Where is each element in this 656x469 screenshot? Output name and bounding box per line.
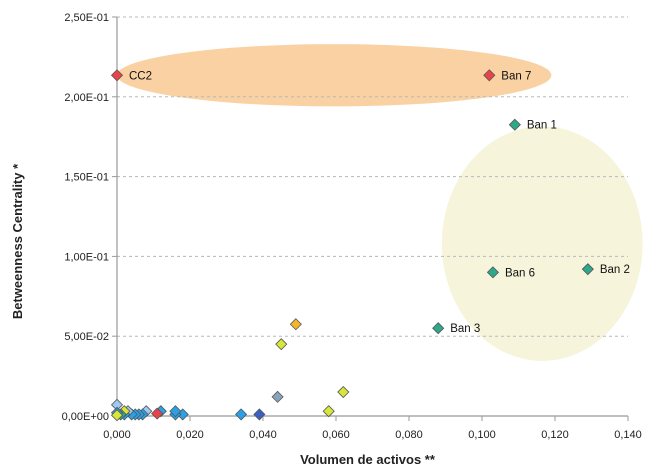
x-tick-label: 0,020	[176, 429, 204, 441]
highlight-ellipse-1	[116, 44, 552, 107]
y-axis-title: Betweenness Centrality *	[10, 163, 25, 319]
data-point	[110, 69, 124, 82]
x-tick-label: 0,060	[322, 429, 350, 441]
y-tick-label: 2,50E-01	[64, 12, 109, 24]
data-point	[253, 408, 266, 421]
y-tick-label: 5,00E-02	[64, 331, 109, 343]
data-point	[235, 408, 248, 421]
gridlines	[117, 16, 628, 337]
x-tick-label: 0,140	[614, 429, 642, 441]
point-label: CC2	[129, 70, 152, 82]
y-tick-label: 2,00E-01	[64, 92, 109, 104]
point-label: Ban 1	[527, 120, 557, 132]
data-point	[275, 338, 288, 351]
y-tick-label: 0,00E+00	[62, 411, 109, 423]
highlight-regions	[116, 44, 643, 361]
point-label: Ban 6	[505, 267, 535, 279]
data-point	[432, 322, 445, 335]
x-axis-title: Volumen de activos **	[300, 452, 436, 467]
x-tick-label: 0,000	[103, 429, 131, 441]
y-tick-label: 1,00E-01	[64, 251, 109, 263]
x-tick-label: 0,080	[395, 429, 423, 441]
data-point	[110, 409, 124, 422]
data-point	[271, 390, 284, 403]
data-point	[508, 118, 521, 131]
x-tick-label: 0,120	[541, 429, 569, 441]
data-point	[289, 318, 302, 331]
data-point	[151, 407, 164, 420]
y-tick-label: 1,50E-01	[64, 172, 109, 184]
x-tick-label: 0,040	[249, 429, 277, 441]
y-tick-labels: 0,00E+00 5,00E-02 1,00E-01 1,50E-01 2,00E-01…	[62, 12, 109, 423]
point-label: Ban 2	[600, 264, 630, 276]
x-tick-label: 0,100	[468, 429, 496, 441]
data-point	[581, 263, 594, 276]
data-point	[337, 385, 350, 399]
data-points	[110, 69, 594, 422]
x-tick-labels: 0,000 0,020 0,040 0,060 0,080 0,100 0,120 0,140	[103, 429, 642, 441]
data-point	[322, 405, 335, 418]
point-label: Ban 7	[501, 70, 531, 82]
data-point	[483, 69, 496, 82]
data-point	[486, 266, 500, 279]
point-labels: CC2 Ban 7 Ban 1 Ban 2 Ban 6 Ban 3	[129, 70, 630, 335]
point-label: Ban 3	[450, 323, 480, 335]
highlight-ellipse-2	[441, 126, 643, 361]
data-point	[169, 405, 182, 418]
